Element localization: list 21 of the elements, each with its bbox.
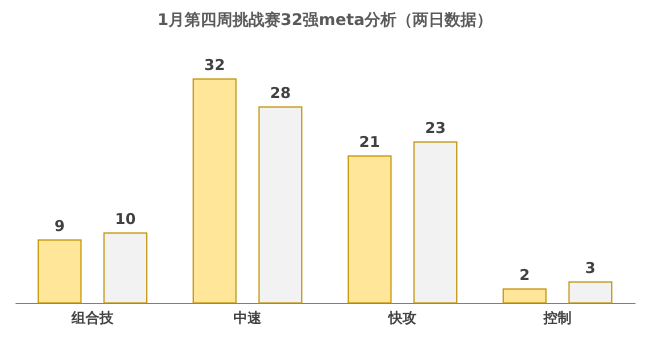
data-label: 9: [54, 217, 65, 235]
bar: [348, 155, 392, 304]
data-label: 3: [585, 259, 596, 277]
data-label: 28: [270, 84, 291, 102]
bar: [413, 141, 458, 304]
bar: [38, 239, 82, 304]
bar: [258, 106, 302, 304]
x-tick-label: 控制: [542, 310, 572, 326]
x-tick-label: 组合技: [70, 310, 114, 326]
x-tick-label: 快攻: [388, 310, 416, 326]
data-label: 21: [359, 133, 380, 151]
data-label: 10: [114, 210, 136, 228]
bar: [103, 232, 148, 304]
data-label: 32: [204, 56, 226, 74]
chart-title: 1月第四周挑战赛32强meta分析（两日数据）: [157, 10, 493, 29]
data-label: 2: [519, 266, 530, 284]
bar: [502, 288, 547, 304]
data-label: 23: [424, 119, 446, 137]
bar: [192, 78, 237, 304]
x-tick-label: 中速: [234, 310, 262, 326]
bar: [568, 281, 612, 304]
